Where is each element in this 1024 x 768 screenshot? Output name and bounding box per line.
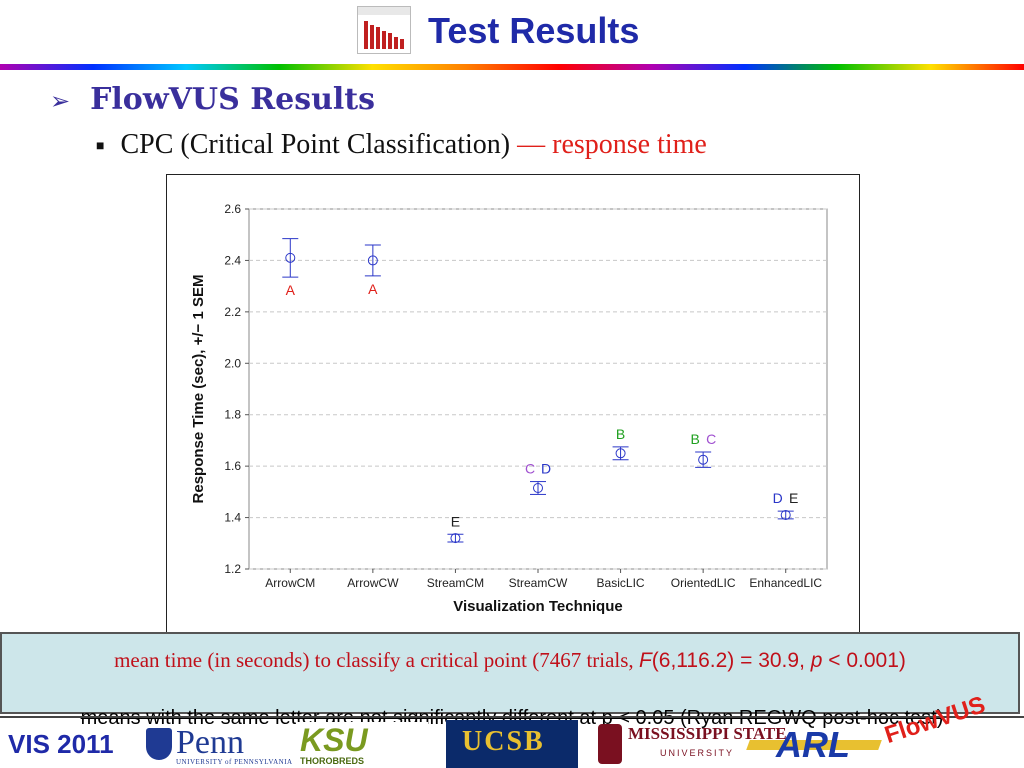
mean-point xyxy=(450,533,461,544)
group-letter: D xyxy=(541,461,551,477)
group-letter: E xyxy=(451,513,460,529)
group-letter: E xyxy=(789,490,798,506)
group-letter: B xyxy=(616,426,625,442)
ksu-logo: KSU THOROBREDS xyxy=(296,722,428,766)
bullet-level2-text: CPC (Critical Point Classification) xyxy=(120,129,511,160)
bullet-level1: ➢ FlowVUS Results xyxy=(50,82,375,117)
msu-seal-logo xyxy=(598,724,622,764)
msu-logo-subtitle: UNIVERSITY xyxy=(660,748,735,758)
caption-box: mean time (in seconds) to classify a cri… xyxy=(0,632,1020,714)
y-tick-label: 2.2 xyxy=(224,305,241,319)
y-tick-label: 1.6 xyxy=(224,459,241,473)
penn-logo-subtitle: UNIVERSITY of PENNSYLVANIA xyxy=(176,758,293,766)
penn-shield-logo xyxy=(146,728,172,760)
mean-point xyxy=(615,448,626,459)
mean-point xyxy=(533,483,543,493)
ksu-logo-subtitle: THOROBREDS xyxy=(300,756,365,766)
caption-p-symbol: p xyxy=(810,649,823,672)
y-tick-label: 1.2 xyxy=(224,562,241,576)
footer-divider xyxy=(0,716,1024,718)
group-letter: A xyxy=(286,282,296,298)
ucsb-logo-text: UCSB xyxy=(462,726,545,757)
mean-point xyxy=(780,510,791,520)
bullet-level2: ■ CPC (Critical Point Classification) — r… xyxy=(96,129,707,161)
plot-area xyxy=(248,208,828,570)
square-bullet-icon: ■ xyxy=(96,138,105,154)
response-time-chart: 1.2 1.4 1.6 1.8 2.0 2.2 2.4 2.6 ArrowCM A ArrowCW A… xyxy=(190,202,828,615)
y-axis-label: Response Time (sec), +/− 1 SEM xyxy=(190,275,207,504)
x-tick-label: BasicLIC xyxy=(597,576,645,590)
ucsb-logo: UCSB xyxy=(446,720,578,768)
mean-point xyxy=(285,252,296,263)
group-letter: A xyxy=(368,281,378,297)
ksu-logo-text: KSU xyxy=(300,722,368,758)
group-letter: C xyxy=(706,431,716,447)
arl-logo: ARL xyxy=(746,720,882,768)
caption-text: mean time (in seconds) to classify a cri… xyxy=(114,648,639,672)
caption-f-stat: (6,116.2) = 30.9, xyxy=(651,649,811,672)
x-axis-label: Visualization Technique xyxy=(453,598,622,615)
bullet-level2-highlight: — response time xyxy=(517,129,707,160)
rainbow-divider xyxy=(0,64,1024,70)
x-tick-label: StreamCM xyxy=(427,576,484,590)
x-tick-label: EnhancedLIC xyxy=(749,576,822,590)
y-tick-label: 1.8 xyxy=(224,408,241,422)
y-tick-label: 2.4 xyxy=(224,253,241,267)
group-letter: B xyxy=(690,431,699,447)
msu-logo: MISSISSIPPI STATE xyxy=(628,724,787,743)
y-tick-label: 2.0 xyxy=(224,356,241,370)
group-letter: D xyxy=(773,490,783,506)
group-letter: C xyxy=(525,461,535,477)
chart-frame: 1.2 1.4 1.6 1.8 2.0 2.2 2.4 2.6 ArrowCM A ArrowCW A… xyxy=(166,174,860,646)
caption-p-stat: < 0.001) xyxy=(822,649,906,672)
caption-f-symbol: F xyxy=(638,649,652,672)
y-tick-label: 1.4 xyxy=(224,511,241,525)
x-tick-label: ArrowCM xyxy=(265,576,315,590)
penn-logo: Penn xyxy=(176,724,244,761)
mean-point xyxy=(367,255,378,266)
x-tick-label: StreamCW xyxy=(509,576,568,590)
chart-thumbnail-icon xyxy=(357,6,411,54)
conference-label: VIS 2011 xyxy=(8,729,114,759)
x-tick-label: OrientedLIC xyxy=(671,576,736,590)
arl-logo-text: ARL xyxy=(776,724,850,765)
bullet-level1-text: FlowVUS Results xyxy=(90,82,376,117)
slide-title: Test Results xyxy=(428,10,640,51)
mean-point xyxy=(698,454,709,465)
y-tick-label: 2.6 xyxy=(224,202,241,216)
x-tick-label: ArrowCW xyxy=(347,576,399,590)
arrowhead-bullet-icon: ➢ xyxy=(50,87,71,115)
